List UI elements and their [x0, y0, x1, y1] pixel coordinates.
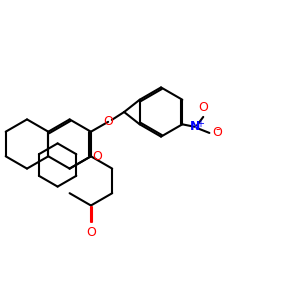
Text: O: O	[86, 226, 96, 238]
Text: O: O	[198, 101, 208, 114]
Text: O: O	[212, 126, 222, 140]
Text: O: O	[92, 150, 102, 163]
Text: +: +	[196, 119, 204, 129]
Text: N: N	[189, 120, 200, 133]
Text: -: -	[215, 123, 220, 136]
Text: O: O	[103, 116, 113, 128]
